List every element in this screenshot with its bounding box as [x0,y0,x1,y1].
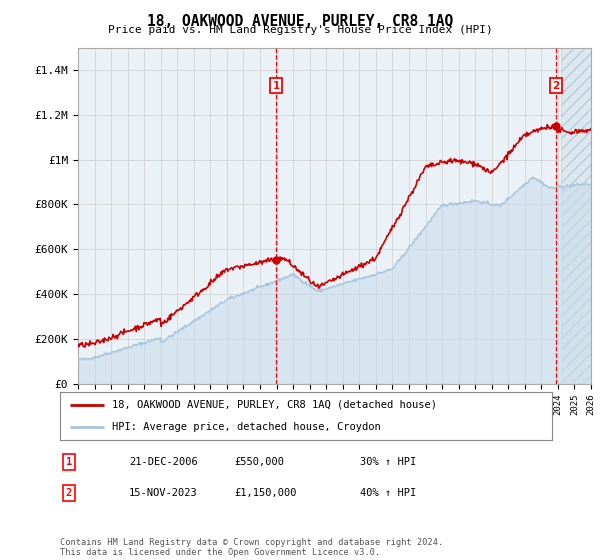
Text: Price paid vs. HM Land Registry's House Price Index (HPI): Price paid vs. HM Land Registry's House … [107,25,493,35]
Text: £1,150,000: £1,150,000 [234,488,296,498]
Text: 30% ↑ HPI: 30% ↑ HPI [360,457,416,467]
Text: 1: 1 [66,457,72,467]
Text: 2: 2 [552,81,560,91]
Text: HPI: Average price, detached house, Croydon: HPI: Average price, detached house, Croy… [112,422,380,432]
Text: Contains HM Land Registry data © Crown copyright and database right 2024.
This d: Contains HM Land Registry data © Crown c… [60,538,443,557]
Text: 2: 2 [66,488,72,498]
Text: 15-NOV-2023: 15-NOV-2023 [129,488,198,498]
Bar [561,48,591,384]
Text: 18, OAKWOOD AVENUE, PURLEY, CR8 1AQ: 18, OAKWOOD AVENUE, PURLEY, CR8 1AQ [147,14,453,29]
Text: 1: 1 [272,81,280,91]
Text: 21-DEC-2006: 21-DEC-2006 [129,457,198,467]
Text: £550,000: £550,000 [234,457,284,467]
Text: 40% ↑ HPI: 40% ↑ HPI [360,488,416,498]
Text: 18, OAKWOOD AVENUE, PURLEY, CR8 1AQ (detached house): 18, OAKWOOD AVENUE, PURLEY, CR8 1AQ (det… [112,400,437,410]
